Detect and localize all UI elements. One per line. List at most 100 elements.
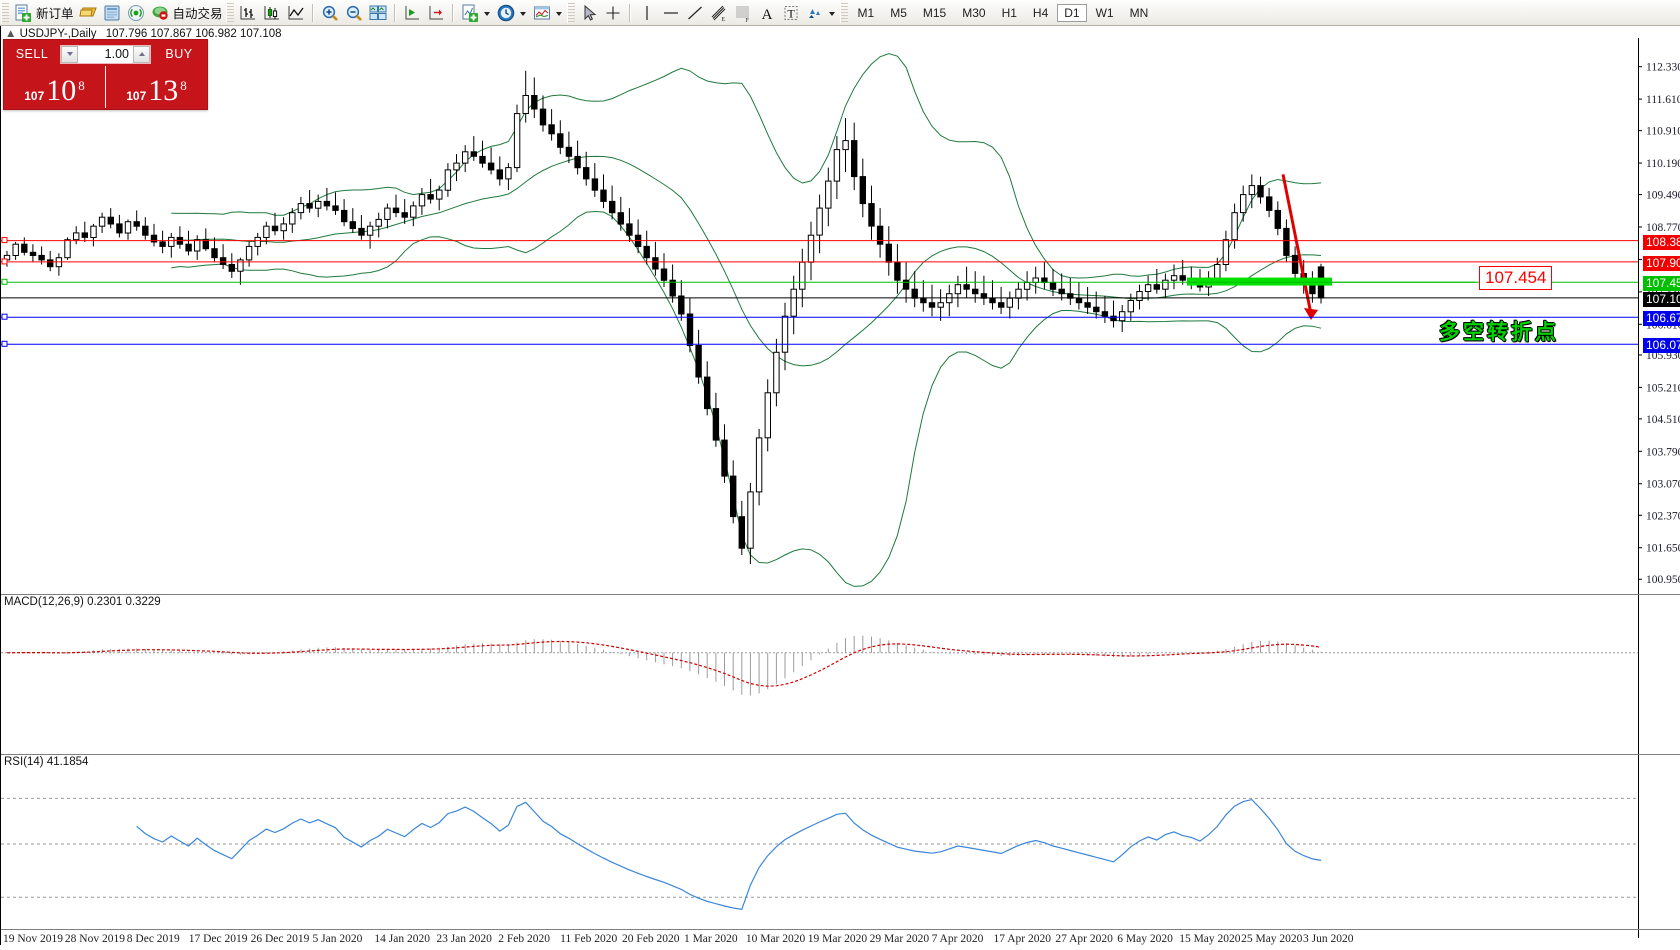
volume-decrease-button[interactable] [61,45,78,63]
time-axis-label: 29 Mar 2020 [869,933,930,945]
price-level-chip-107-454[interactable]: 107.454 [1643,276,1680,292]
buy-price-button[interactable]: 107 13 8 [106,66,207,108]
toolbar-grip-3[interactable] [566,2,575,23]
timeframe-d1[interactable]: D1 [1057,3,1087,22]
buy-price-main: 13 [148,74,179,107]
time-axis-label: 11 Feb 2020 [560,933,618,945]
auto-scroll-icon [402,3,422,23]
price-chart-canvas[interactable] [1,38,1639,593]
time-axis-label: 17 Dec 2019 [188,933,248,945]
text-label-button[interactable]: T [779,2,803,24]
rsi-canvas[interactable]: 1008050150 [1,754,1639,929]
cursor-button[interactable] [577,2,601,24]
time-axis-label: 26 Dec 2019 [250,933,310,945]
chart-symbol-header: ▲ USDJPY-,Daily 107.796 107.867 106.982 … [5,28,282,40]
timeframe-h4[interactable]: H4 [1032,5,1049,20]
zoom-in-button[interactable] [318,2,342,24]
svg-text:F: F [745,18,749,23]
time-axis-label: 6 May 2020 [1117,933,1173,945]
one-click-trading-panel[interactable]: SELL 1.00 BUY 107 10 8 107 13 8 [3,39,208,110]
tile-windows-button[interactable] [366,2,390,24]
svg-text:105.210: 105.210 [1646,382,1680,394]
fibonacci-button[interactable]: F [731,2,755,24]
time-axis-label: 23 Jan 2020 [436,933,492,945]
vertical-line-icon [637,3,657,23]
timeframe-m1[interactable]: M1 [857,5,875,20]
signals-button[interactable] [124,2,148,24]
main-toolbar: 新订单 [0,0,1680,26]
svg-text:103.070: 103.070 [1646,479,1680,491]
sell-label: SELL [15,47,49,61]
shapes-button[interactable] [803,2,827,24]
svg-text:110.910: 110.910 [1646,126,1680,138]
period-dropdown-arrow[interactable] [519,11,526,16]
line-chart-button[interactable] [284,2,308,24]
time-axis-label: 1 Mar 2020 [683,933,738,945]
shapes-icon [805,3,825,23]
shapes-dropdown-arrow[interactable] [828,11,835,16]
market-watch-button[interactable] [100,2,124,24]
equidistant-channel-button[interactable]: E [707,2,731,24]
macd-pane-divider [1,594,1680,595]
time-axis-label: 19 Mar 2020 [807,933,868,945]
price-level-chip-106-679[interactable]: 106.679 [1643,311,1680,327]
candlestick-chart-button[interactable] [260,2,284,24]
timeframe-w1[interactable]: W1 [1095,5,1114,20]
period-button[interactable] [494,2,518,24]
time-axis-label: 20 Feb 2020 [622,933,680,945]
rsi-title: RSI(14) 41.1854 [4,756,89,768]
timeframe-m15[interactable]: M15 [922,5,947,20]
timeframe-h1[interactable]: H1 [1001,5,1017,20]
price-level-chip-107-108[interactable]: 107.108 [1643,291,1680,307]
sell-price-button[interactable]: 107 10 8 [4,66,105,108]
toolbar-grip-4[interactable] [839,2,848,23]
price-callout-tag: 107.454 [1479,266,1553,290]
chart-shift-button[interactable] [424,2,448,24]
price-level-chip-106-077[interactable]: 106.077 [1643,338,1680,354]
svg-text:104.510: 104.510 [1646,414,1680,426]
bar-chart-button[interactable] [236,2,260,24]
toolbar-grip[interactable] [1,2,9,23]
templates-dropdown-arrow[interactable] [555,11,562,16]
svg-text:100.950: 100.950 [1646,574,1680,586]
templates-button[interactable] [530,2,554,24]
algo-trading-button[interactable]: 自动交易 [148,2,225,24]
bar-chart-icon [238,3,258,23]
zoom-out-button[interactable] [342,2,366,24]
expert-advisors-button[interactable] [76,2,100,24]
price-axis[interactable]: 112.330 111.610 110.910 110.190 109.490 108.7… [1638,38,1680,950]
text-button[interactable]: A [755,2,779,24]
volume-stepper[interactable]: 1.00 [60,44,151,64]
auto-scroll-button[interactable] [400,2,424,24]
toolbar-grip-2[interactable] [225,2,234,23]
indicators-dropdown-arrow[interactable] [483,11,490,16]
new-order-icon [13,3,33,23]
chart-window[interactable]: ▲ USDJPY-,Daily 107.796 107.867 106.982 … [0,26,1680,945]
indicators-button[interactable] [458,2,482,24]
timeframe-mn[interactable]: MN [1129,5,1149,20]
timeframe-m30[interactable]: M30 [962,5,986,20]
volume-input[interactable]: 1.00 [104,47,129,61]
robot-icon [150,3,170,23]
vertical-line-button[interactable] [635,2,659,24]
tile-windows-icon [368,3,388,23]
volume-increase-button[interactable] [133,45,150,63]
price-level-chip-107-906[interactable]: 107.906 [1643,255,1680,271]
time-axis-label: 10 Mar 2020 [745,933,806,945]
trendline-icon [685,3,705,23]
macd-canvas[interactable]: 0.80340.00-1.5784 [1,594,1639,747]
indicators-icon [460,3,480,23]
crosshair-button[interactable] [601,2,625,24]
time-axis-label: 19 Nov 2019 [3,933,64,945]
channel-icon: E [709,3,729,23]
new-order-button[interactable]: 新订单 [11,2,76,24]
book-icon [102,3,122,23]
svg-text:103.790: 103.790 [1646,446,1680,458]
sell-price-prefix: 107 [24,89,45,103]
algo-trading-label: 自动交易 [172,7,223,21]
horizontal-line-button[interactable] [659,2,683,24]
trendline-button[interactable] [683,2,707,24]
timeframe-m5[interactable]: M5 [890,5,907,20]
price-level-chip-108-380[interactable]: 108.380 [1643,234,1680,250]
